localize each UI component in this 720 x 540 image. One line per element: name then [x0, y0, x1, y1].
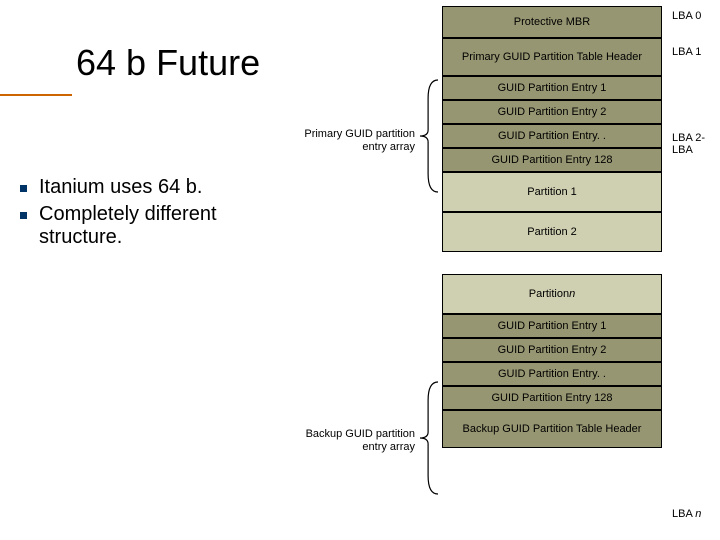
caption-primary-array: Primary GUID partitionentry array — [235, 128, 415, 154]
bracket-icon — [418, 380, 440, 496]
lba-label: LBA n — [672, 508, 701, 520]
diagram-cell: Partition n — [442, 274, 662, 314]
lba-label: LBA 2-LBA — [672, 132, 720, 156]
diagram-cell: Partition 1 — [442, 172, 662, 212]
diagram-cell: GUID Partition Entry. . — [442, 362, 662, 386]
accent-bar — [0, 94, 72, 96]
diagram-cell: GUID Partition Entry 128 — [442, 386, 662, 410]
bullet-list: Itanium uses 64 b. Completely different s… — [20, 176, 280, 253]
page-title: 64 b Future — [76, 42, 260, 84]
diagram-cell: GUID Partition Entry 2 — [442, 338, 662, 362]
bracket-icon — [418, 78, 440, 194]
diagram-cell: GUID Partition Entry 1 — [442, 76, 662, 100]
bullet-text: Completely different structure. — [39, 203, 280, 249]
diagram-cell: GUID Partition Entry 2 — [442, 100, 662, 124]
bullet-icon — [20, 212, 27, 219]
bullet-icon — [20, 185, 27, 192]
diagram-cell: GUID Partition Entry 1 — [442, 314, 662, 338]
diagram-cell: GUID Partition Entry. . — [442, 124, 662, 148]
bullet-text: Itanium uses 64 b. — [39, 176, 202, 199]
lba-label: LBA 0 — [672, 10, 701, 22]
bullet-item: Completely different structure. — [20, 203, 280, 249]
diagram-cell: Primary GUID Partition Table Header — [442, 38, 662, 76]
caption-backup-array: Backup GUID partitionentry array — [235, 428, 415, 454]
diagram-cell: GUID Partition Entry 128 — [442, 148, 662, 172]
diagram-cell: Partition 2 — [442, 212, 662, 252]
diagram-cell: Backup GUID Partition Table Header — [442, 410, 662, 448]
bullet-item: Itanium uses 64 b. — [20, 176, 280, 199]
diagram-cell: Protective MBR — [442, 6, 662, 38]
lba-label: LBA 1 — [672, 46, 701, 58]
